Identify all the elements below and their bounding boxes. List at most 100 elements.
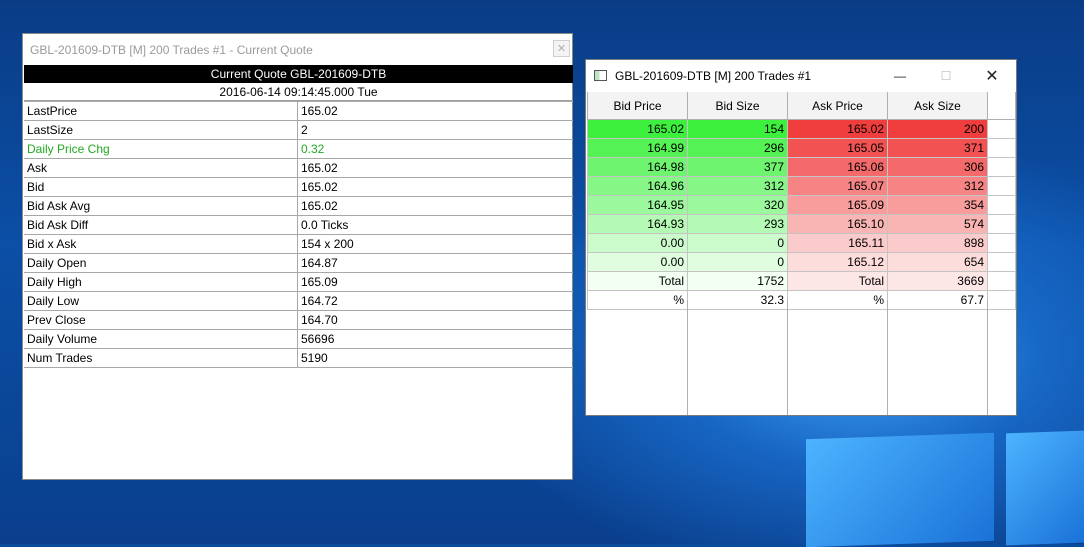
column-header-bid-price[interactable]: Bid Price (587, 92, 688, 120)
bid-price-cell[interactable]: 0.00 (587, 252, 688, 272)
quote-row: Daily Low 164.72 (24, 291, 573, 311)
dom-row: 164.95 320 165.09 354 (587, 195, 1016, 215)
bid-price-cell[interactable]: 0.00 (587, 233, 688, 253)
blank-cell (987, 195, 1016, 215)
column-header-bid-size[interactable]: Bid Size (687, 92, 788, 120)
quote-field-label: Bid Ask Avg (24, 196, 298, 216)
bid-size-cell[interactable]: 154 (687, 119, 788, 139)
quote-row: LastSize 2 (24, 120, 573, 140)
bid-percent-label[interactable]: % (587, 290, 688, 310)
quote-row: Daily High 165.09 (24, 272, 573, 292)
quote-field-label: Daily Price Chg (24, 139, 298, 159)
quote-row: Ask 165.02 (24, 158, 573, 178)
ask-price-cell[interactable]: 165.05 (787, 138, 888, 158)
minimize-icon[interactable]: — (894, 68, 906, 83)
windows-logo-pane-left (806, 432, 994, 547)
quote-datetime: 2016-06-14 09:14:45.000 Tue (24, 83, 573, 101)
close-icon[interactable]: ✕ (553, 40, 570, 57)
quote-row: LastPrice 165.02 (24, 101, 573, 121)
bid-price-cell[interactable]: 164.96 (587, 176, 688, 196)
bid-size-cell[interactable]: 0 (687, 252, 788, 272)
bid-size-cell[interactable]: 312 (687, 176, 788, 196)
quote-header: Current Quote GBL-201609-DTB (24, 65, 573, 83)
quote-field-label: Bid (24, 177, 298, 197)
close-icon[interactable]: ✕ (985, 67, 999, 85)
bid-percent-value[interactable]: 32.3 (687, 290, 788, 310)
dom-total-row: Total 1752 Total 3669 (587, 271, 1016, 291)
dom-row: 165.02 154 165.02 200 (587, 119, 1016, 139)
dom-table: Bid Price Bid Size Ask Price Ask Size 16… (587, 92, 1016, 310)
quote-field-label: Bid Ask Diff (24, 215, 298, 235)
app-icon (594, 70, 607, 81)
ask-total-label[interactable]: Total (787, 271, 888, 291)
blank-cell (987, 233, 1016, 253)
bid-total-label[interactable]: Total (587, 271, 688, 291)
quote-field-value: 165.02 (297, 158, 573, 178)
quote-table: LastPrice 165.02 LastSize 2 Daily Price Chg 0… (24, 101, 573, 368)
bid-price-cell[interactable]: 164.99 (587, 138, 688, 158)
windows-logo-pane-right (1006, 430, 1084, 546)
quote-row: Daily Volume 56696 (24, 329, 573, 349)
dom-percent-row: % 32.3% 67.7 (587, 290, 1016, 310)
quote-field-label: Prev Close (24, 310, 298, 330)
dom-row: 0.00 0 165.12 654 (587, 252, 1016, 272)
quote-field-label: Daily Low (24, 291, 298, 311)
grid-divider (987, 300, 988, 415)
ask-percent-label[interactable]: % (787, 290, 888, 310)
quote-field-label: Daily Volume (24, 329, 298, 349)
ask-size-cell[interactable]: 371 (887, 138, 988, 158)
ask-size-cell[interactable]: 306 (887, 157, 988, 177)
ask-size-cell[interactable]: 200 (887, 119, 988, 139)
ask-size-cell[interactable]: 574 (887, 214, 988, 234)
quote-field-value: 165.02 (297, 196, 573, 216)
quote-field-value: 0.0 Ticks (297, 215, 573, 235)
bid-size-cell[interactable]: 293 (687, 214, 788, 234)
dom-window-title: GBL-201609-DTB [M] 200 Trades #1 (615, 68, 812, 83)
ask-size-cell[interactable]: 654 (887, 252, 988, 272)
ask-price-cell[interactable]: 165.12 (787, 252, 888, 272)
bid-price-cell[interactable]: 165.02 (587, 119, 688, 139)
dom-window-titlebar[interactable]: GBL-201609-DTB [M] 200 Trades #1 — ☐ ✕ (586, 60, 1016, 91)
bid-price-cell[interactable]: 164.95 (587, 195, 688, 215)
blank-cell (987, 176, 1016, 196)
column-header-ask-size[interactable]: Ask Size (887, 92, 988, 120)
bid-size-cell[interactable]: 377 (687, 157, 788, 177)
column-header-ask-price[interactable]: Ask Price (787, 92, 888, 120)
maximize-icon[interactable]: ☐ (940, 68, 952, 83)
bid-price-cell[interactable]: 164.98 (587, 157, 688, 177)
ask-price-cell[interactable]: 165.11 (787, 233, 888, 253)
blank-cell (987, 290, 1016, 310)
column-header-blank (987, 92, 1016, 120)
bid-size-cell[interactable]: 320 (687, 195, 788, 215)
bid-size-cell[interactable]: 296 (687, 138, 788, 158)
quote-row: Bid x Ask 154 x 200 (24, 234, 573, 254)
grid-divider (687, 300, 688, 415)
grid-divider (787, 300, 788, 415)
quote-row: Prev Close 164.70 (24, 310, 573, 330)
ask-percent-value[interactable]: 67.7 (887, 290, 988, 310)
bid-total-value[interactable]: 1752 (687, 271, 788, 291)
quote-window-title: GBL-201609-DTB [M] 200 Trades #1 - Curre… (30, 42, 313, 57)
blank-cell (987, 138, 1016, 158)
dom-row: 164.99 296 165.05 371 (587, 138, 1016, 158)
ask-price-cell[interactable]: 165.07 (787, 176, 888, 196)
ask-size-cell[interactable]: 354 (887, 195, 988, 215)
quote-field-label: Daily High (24, 272, 298, 292)
ask-size-cell[interactable]: 312 (887, 176, 988, 196)
quote-row: Bid Ask Diff 0.0 Ticks (24, 215, 573, 235)
bid-size-cell[interactable]: 0 (687, 233, 788, 253)
grid-divider (887, 300, 888, 415)
quote-window-titlebar[interactable]: GBL-201609-DTB [M] 200 Trades #1 - Curre… (23, 34, 572, 65)
bid-price-cell[interactable]: 164.93 (587, 214, 688, 234)
ask-price-cell[interactable]: 165.10 (787, 214, 888, 234)
ask-price-cell[interactable]: 165.02 (787, 119, 888, 139)
ask-price-cell[interactable]: 165.09 (787, 195, 888, 215)
quote-row: Bid 165.02 (24, 177, 573, 197)
depth-of-market-window: GBL-201609-DTB [M] 200 Trades #1 — ☐ ✕ B… (585, 59, 1017, 416)
quote-field-value: 164.72 (297, 291, 573, 311)
quote-field-label: Num Trades (24, 348, 298, 368)
ask-size-cell[interactable]: 898 (887, 233, 988, 253)
ask-total-value[interactable]: 3669 (887, 271, 988, 291)
quote-field-value: 5190 (297, 348, 573, 368)
ask-price-cell[interactable]: 165.06 (787, 157, 888, 177)
